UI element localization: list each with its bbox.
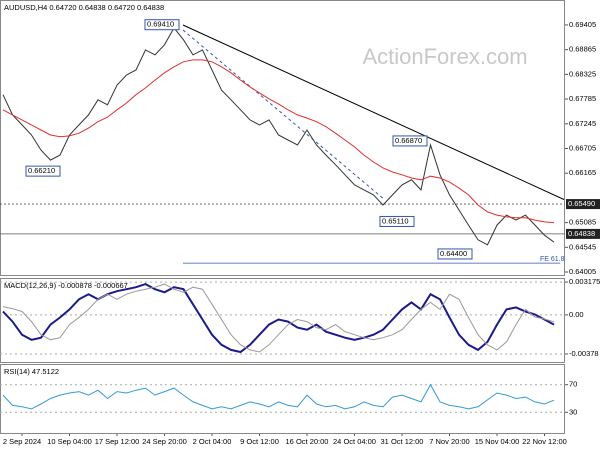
annotation-label: 0.66210 bbox=[28, 166, 55, 175]
y-tick-label: 0.003175 bbox=[569, 277, 600, 286]
y-tick-label: 0.67245 bbox=[569, 119, 596, 128]
x-tick-label: 16 Oct 20:00 bbox=[286, 437, 329, 446]
x-tick-label: 9 Oct 12:00 bbox=[240, 437, 279, 446]
x-tick-label: 10 Sep 04:00 bbox=[47, 437, 92, 446]
x-tick-label: 2 Oct 04:00 bbox=[193, 437, 232, 446]
panel-title: RSI(14) 47.5122 bbox=[4, 367, 59, 376]
trend-line bbox=[182, 24, 566, 201]
annotation-label: 0.65110 bbox=[382, 216, 409, 225]
series-line bbox=[2, 283, 555, 354]
annotation-label: 0.66870 bbox=[395, 136, 422, 145]
y-tick-label: 0.66705 bbox=[569, 143, 596, 152]
annotation-box bbox=[25, 165, 61, 177]
watermark: ActionForex.com bbox=[362, 44, 527, 69]
annotation-label: 0.69410 bbox=[147, 20, 174, 29]
panel-frame bbox=[0, 0, 565, 276]
y-tick-label: 70 bbox=[569, 380, 577, 389]
y-tick-label: 0.66165 bbox=[569, 168, 596, 177]
y-tick-label: 0.69405 bbox=[569, 20, 596, 29]
y-tick-label: 0.68865 bbox=[569, 45, 596, 54]
price-label-box bbox=[566, 228, 600, 239]
x-tick-label: 31 Oct 12:00 bbox=[381, 437, 424, 446]
x-tick-label: 15 Nov 04:00 bbox=[475, 437, 520, 446]
y-tick-label: -0.00378 bbox=[569, 349, 599, 358]
panel-frame bbox=[0, 364, 565, 434]
y-tick-label: 0.65085 bbox=[569, 218, 596, 227]
dashed-trend-line bbox=[182, 29, 386, 201]
y-tick-label: 0.67785 bbox=[569, 94, 596, 103]
x-tick-label: 24 Sep 20:00 bbox=[142, 437, 187, 446]
panel-frame bbox=[0, 278, 565, 363]
x-tick-label: 2 Sep 2024 bbox=[3, 437, 41, 446]
annotation-box bbox=[144, 19, 180, 31]
annotation-box bbox=[392, 135, 428, 147]
annotation-box bbox=[379, 215, 415, 227]
annotation-label: 0.64400 bbox=[440, 249, 467, 258]
panel-title: AUDUSD,H4 0.64720 0.64838 0.64720 0.6483… bbox=[4, 3, 164, 12]
series-line bbox=[2, 59, 555, 224]
series-line bbox=[2, 383, 555, 410]
annotation-box bbox=[437, 248, 473, 260]
panel-title: MACD(12,26,9) -0.000878 -0.000667 bbox=[4, 281, 128, 290]
y-tick-label: 0.64005 bbox=[569, 267, 596, 276]
y-tick-label: 0.00 bbox=[569, 310, 584, 319]
y-tick-label: 0.68325 bbox=[569, 69, 596, 78]
x-tick-label: 7 Nov 20:00 bbox=[429, 437, 469, 446]
y-tick-label: 30 bbox=[569, 407, 577, 416]
fe-label: FE 61.8 bbox=[540, 256, 565, 263]
x-tick-label: 17 Sep 12:00 bbox=[95, 437, 140, 446]
price-label-box bbox=[566, 199, 600, 210]
series-line bbox=[2, 27, 555, 246]
series-line bbox=[2, 283, 555, 353]
y-tick-label: 0.64545 bbox=[569, 242, 596, 251]
price-label: 0.65490 bbox=[568, 199, 595, 208]
price-label: 0.64838 bbox=[568, 229, 595, 238]
x-tick-label: 24 Oct 04:00 bbox=[333, 437, 376, 446]
x-tick-label: 22 Nov 12:00 bbox=[522, 437, 567, 446]
